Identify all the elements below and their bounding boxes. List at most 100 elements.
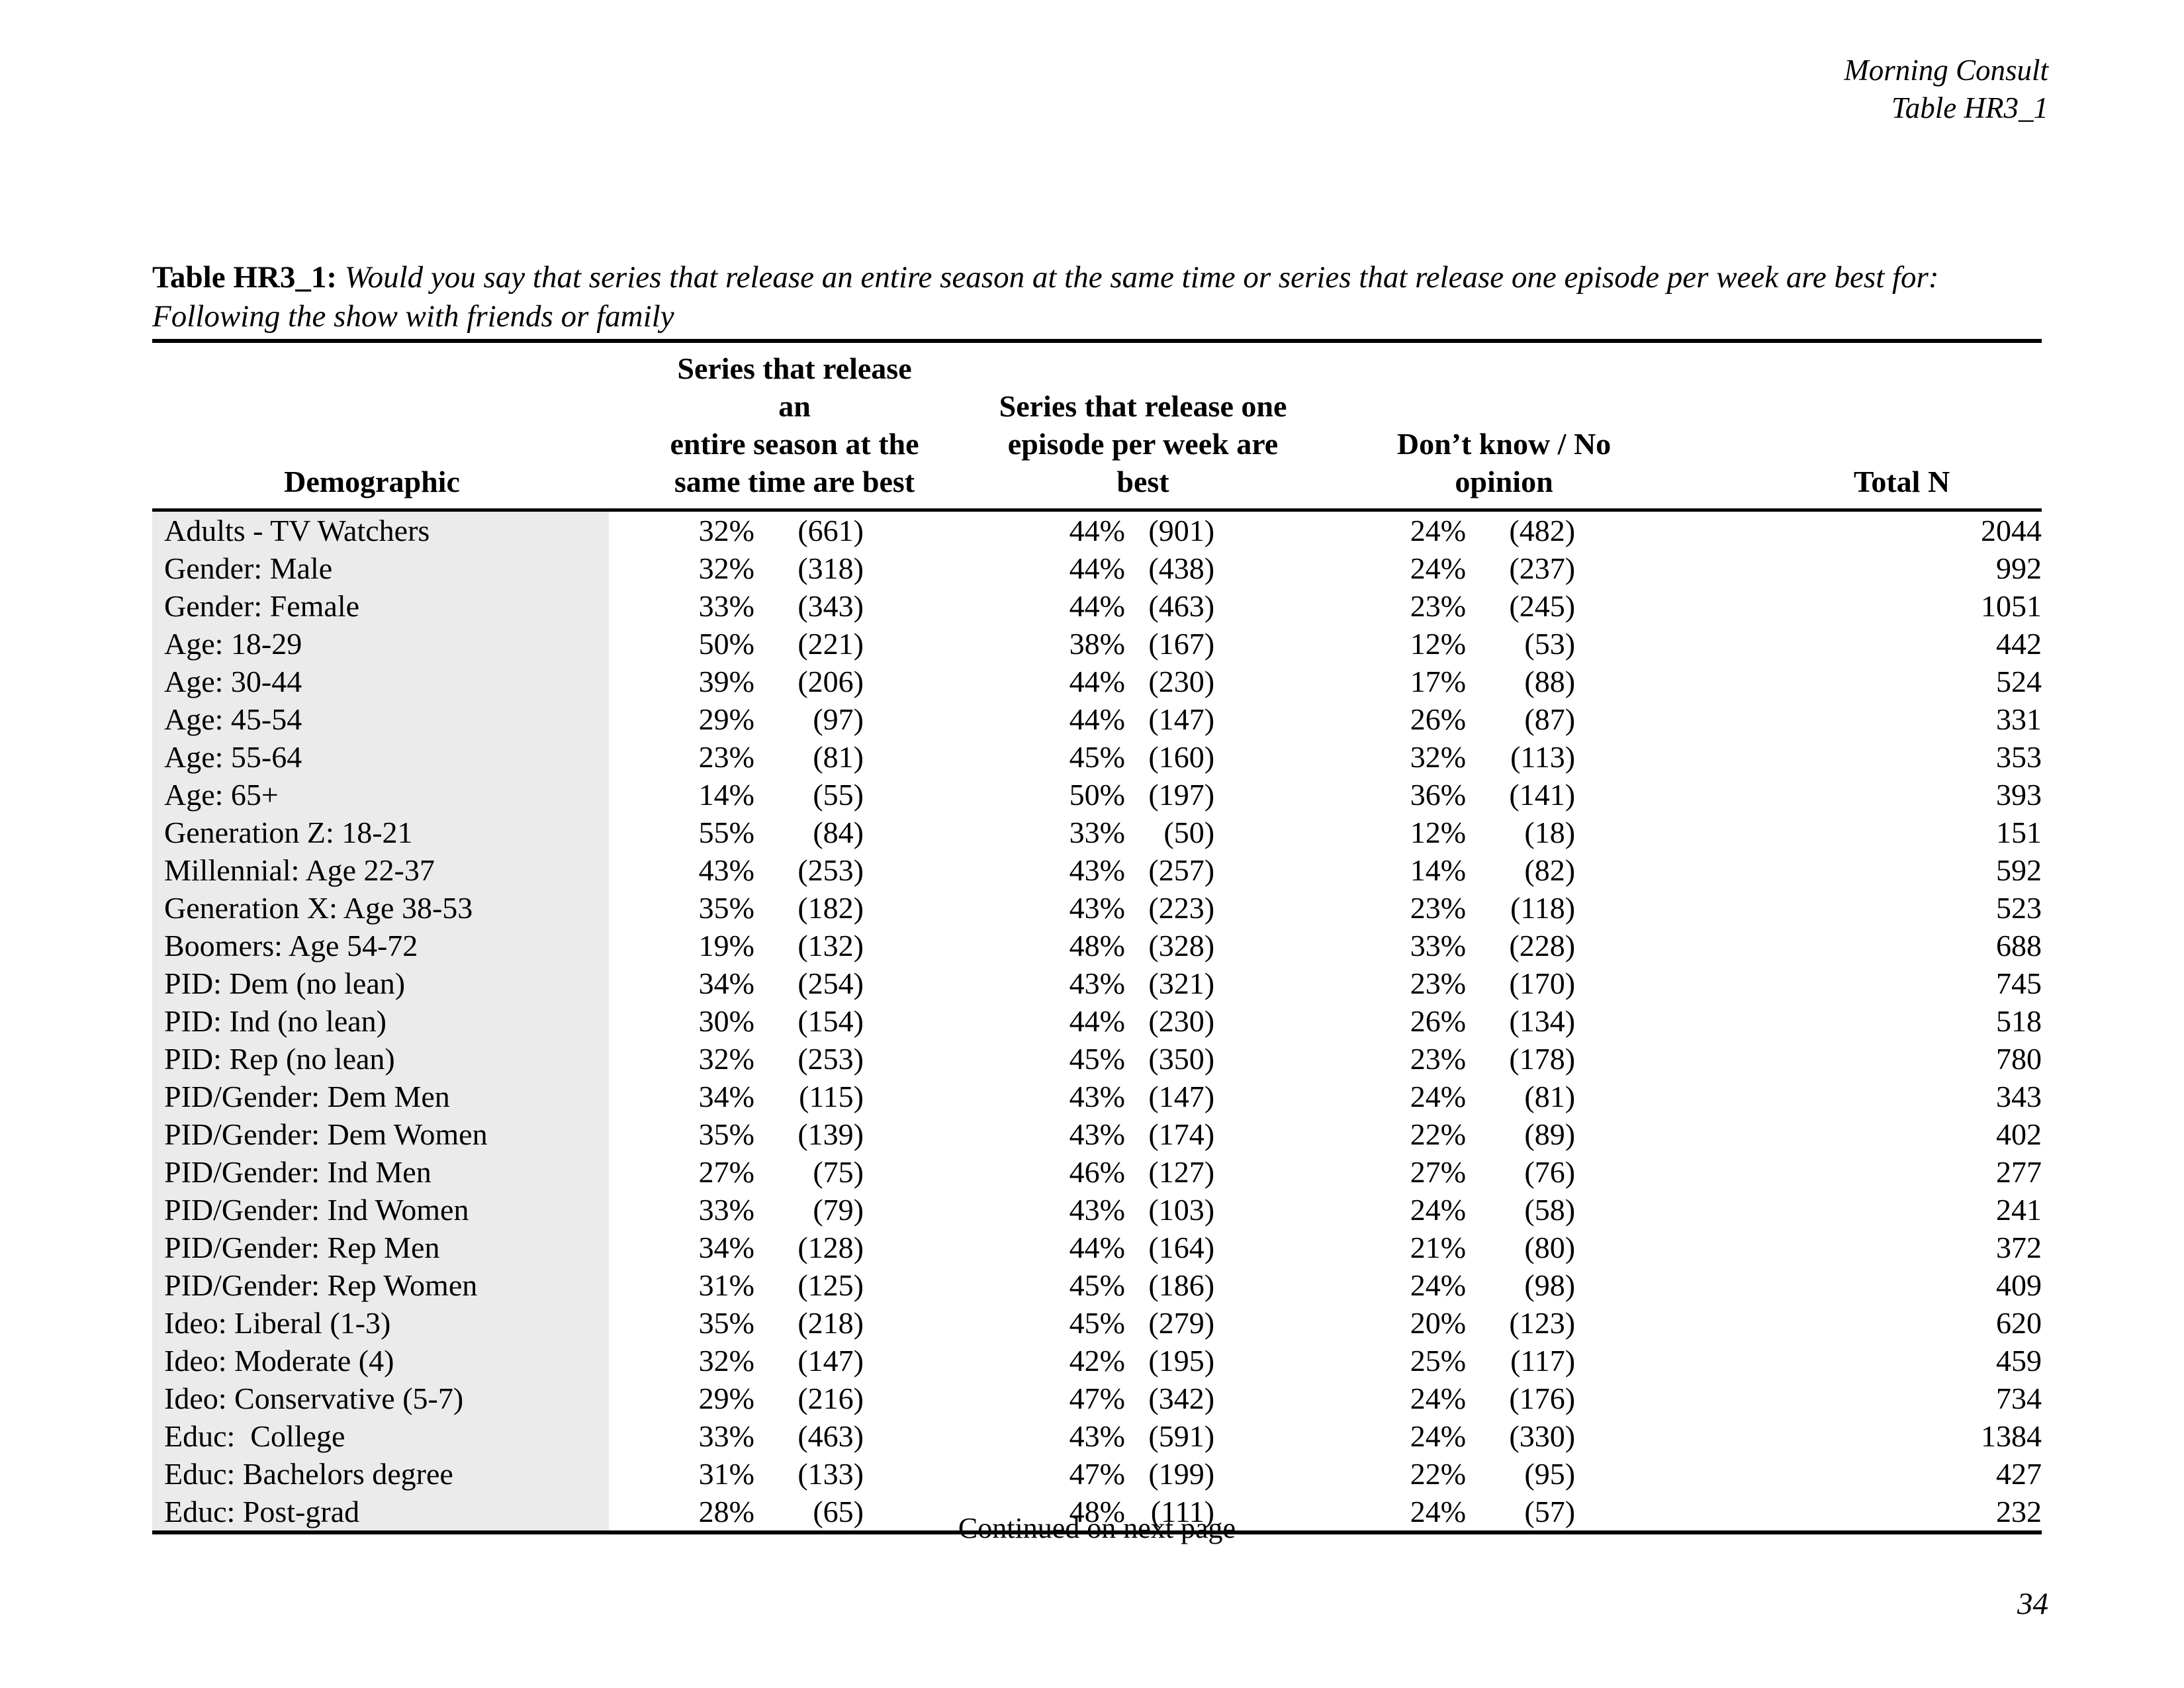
- n-cell: (237): [1509, 551, 1576, 585]
- n-cell: (160): [1148, 740, 1215, 774]
- pct-cell: 43%: [1069, 891, 1125, 925]
- n-cell: (97): [813, 702, 864, 736]
- pct-cell: 24%: [1410, 1080, 1467, 1113]
- n-cell: (176): [1509, 1382, 1576, 1415]
- n-cell: (147): [1148, 1080, 1215, 1113]
- n-cell: (254): [797, 966, 864, 1000]
- column-header-dont-know: Don’t know / No opinion: [1214, 341, 1611, 512]
- demographic-cell: PID/Gender: Dem Women: [152, 1115, 609, 1153]
- demographic-cell: Ideo: Moderate (4): [152, 1342, 609, 1380]
- pct-cell: 23%: [698, 740, 754, 774]
- n-cell: (218): [797, 1306, 864, 1340]
- pct-cell: 43%: [1069, 1193, 1125, 1227]
- column-header-label: Total N: [1853, 465, 1950, 498]
- total-n-cell: 331: [1996, 702, 2042, 736]
- pct-cell: 43%: [1069, 853, 1125, 887]
- pct-cell: 24%: [1410, 1419, 1467, 1453]
- pct-cell: 17%: [1410, 665, 1467, 698]
- table-row: Millennial: Age 22-37 43% (253) 43% (257) 14%…: [152, 851, 2042, 889]
- table-row: Educ: College 33% (463) 43% (591) 24% (330) 138…: [152, 1417, 2042, 1455]
- demographic-cell: PID/Gender: Dem Men: [152, 1078, 609, 1115]
- n-cell: (154): [797, 1004, 864, 1038]
- n-cell: (147): [1148, 702, 1215, 736]
- pct-cell: 34%: [698, 1231, 754, 1264]
- n-cell: (127): [1148, 1155, 1215, 1189]
- pct-cell: 48%: [1069, 929, 1125, 962]
- demographic-cell: Gender: Female: [152, 587, 609, 625]
- pct-cell: 31%: [698, 1268, 754, 1302]
- pct-cell: 43%: [1069, 1419, 1125, 1453]
- table-row: Educ: Post-grad 28% (65) 48% (111) 24% (57) 232: [152, 1493, 2042, 1532]
- n-cell: (350): [1148, 1042, 1215, 1076]
- demographic-cell: Educ: Bachelors degree: [152, 1455, 609, 1493]
- n-cell: (167): [1148, 627, 1215, 661]
- n-cell: (328): [1148, 929, 1215, 962]
- pct-cell: 33%: [698, 1193, 754, 1227]
- n-cell: (147): [797, 1344, 864, 1378]
- table-title-question: Would you say that series that release a…: [344, 260, 1939, 295]
- n-cell: (103): [1148, 1193, 1215, 1227]
- total-n-cell: 523: [1996, 891, 2042, 925]
- total-n-cell: 620: [1996, 1306, 2042, 1340]
- n-cell: (125): [797, 1268, 864, 1302]
- total-n-cell: 343: [1996, 1080, 2042, 1113]
- table-title-label: Table HR3_1:: [152, 260, 337, 295]
- pct-cell: 29%: [698, 702, 754, 736]
- n-cell: (95): [1524, 1457, 1576, 1491]
- pct-cell: 50%: [698, 627, 754, 661]
- n-cell: (81): [1524, 1080, 1576, 1113]
- n-cell: (18): [1524, 816, 1576, 849]
- demographic-cell: PID: Ind (no lean): [152, 1002, 609, 1040]
- pct-cell: 27%: [698, 1155, 754, 1189]
- pct-cell: 23%: [1410, 891, 1467, 925]
- header-row: Demographic Series that release an entir…: [152, 341, 2042, 512]
- pct-cell: 45%: [1069, 1042, 1125, 1076]
- pct-cell: 12%: [1410, 816, 1467, 849]
- n-cell: (132): [797, 929, 864, 962]
- pct-cell: 20%: [1410, 1306, 1467, 1340]
- total-n-cell: 780: [1996, 1042, 2042, 1076]
- n-cell: (79): [813, 1193, 864, 1227]
- demographic-cell: Educ: College: [152, 1417, 609, 1455]
- pct-cell: 47%: [1069, 1382, 1125, 1415]
- total-n-cell: 151: [1996, 816, 2042, 849]
- n-cell: (245): [1509, 589, 1576, 623]
- total-n-cell: 2044: [1981, 514, 2042, 547]
- n-cell: (88): [1524, 665, 1576, 698]
- page-number: 34: [2017, 1587, 2048, 1621]
- total-n-cell: 372: [1996, 1231, 2042, 1264]
- pct-cell: 36%: [1410, 778, 1467, 812]
- table-row: Age: 65+ 14% (55) 50% (197) 36% (141) 393: [152, 776, 2042, 814]
- table-row: Gender: Female 33% (343) 44% (463) 23% (245) 10…: [152, 587, 2042, 625]
- pct-cell: 32%: [698, 1344, 754, 1378]
- column-header-label: Series that release one episode per week…: [999, 389, 1287, 498]
- table-row: PID/Gender: Rep Women 31% (125) 45% (186) 24%…: [152, 1266, 2042, 1304]
- continued-note: Continued on next page: [958, 1512, 1236, 1544]
- column-header-total-n: Total N: [1575, 341, 2042, 512]
- table-row: PID/Gender: Ind Women 33% (79) 43% (103) 24% (…: [152, 1191, 2042, 1229]
- table-row: Ideo: Liberal (1-3) 35% (218) 45% (279) 20% (1…: [152, 1304, 2042, 1342]
- table-row: Age: 55-64 23% (81) 45% (160) 32% (113) 353: [152, 738, 2042, 776]
- org-name: Morning Consult: [1844, 54, 2048, 87]
- pct-cell: 28%: [698, 1495, 754, 1528]
- pct-cell: 32%: [1410, 740, 1467, 774]
- total-n-cell: 402: [1996, 1117, 2042, 1151]
- n-cell: (111): [1150, 1495, 1215, 1528]
- table-row: Ideo: Conservative (5-7) 29% (216) 47% (342)…: [152, 1380, 2042, 1417]
- total-n-cell: 393: [1996, 778, 2042, 812]
- table-row: Age: 30-44 39% (206) 44% (230) 17% (88) 524: [152, 663, 2042, 700]
- n-cell: (228): [1509, 929, 1576, 962]
- demographic-cell: PID: Rep (no lean): [152, 1040, 609, 1078]
- demographic-cell: Ideo: Liberal (1-3): [152, 1304, 609, 1342]
- pct-cell: 14%: [1410, 853, 1467, 887]
- total-n-cell: 734: [1996, 1382, 2042, 1415]
- pct-cell: 45%: [1069, 1306, 1125, 1340]
- pct-cell: 24%: [1410, 1495, 1467, 1528]
- n-cell: (197): [1148, 778, 1215, 812]
- n-cell: (170): [1509, 966, 1576, 1000]
- n-cell: (75): [813, 1155, 864, 1189]
- demographic-cell: PID/Gender: Ind Men: [152, 1153, 609, 1191]
- total-n-cell: 518: [1996, 1004, 2042, 1038]
- pct-cell: 48%: [1069, 1495, 1125, 1528]
- n-cell: (223): [1148, 891, 1215, 925]
